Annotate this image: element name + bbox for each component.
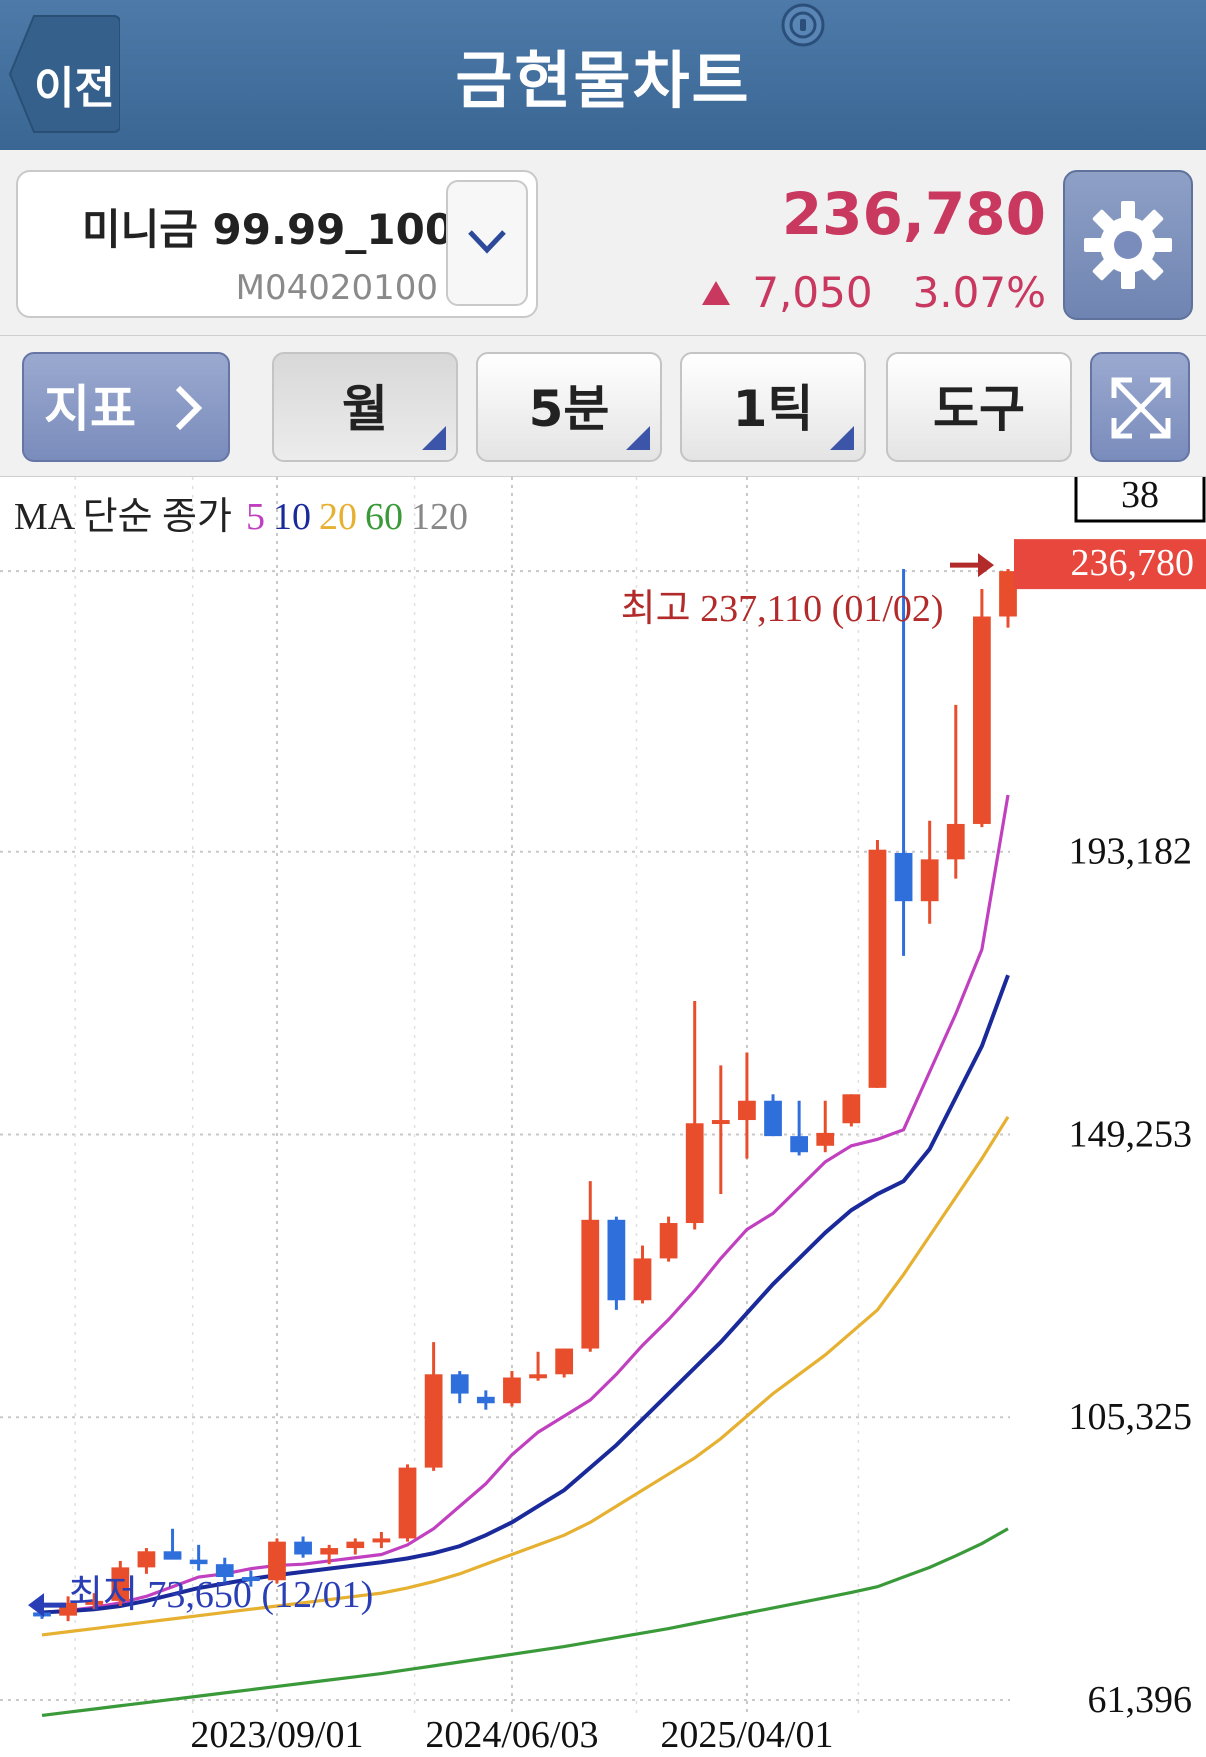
candle-body [685,1123,704,1224]
candle-body [711,1120,730,1125]
candle-count-label: 38 [1121,477,1159,516]
candle-body [764,1100,782,1137]
indicator-button[interactable]: 지표 [22,352,230,462]
page-title: 금현물차트 [455,44,751,117]
price-change-amount: 7,050 [752,268,873,317]
last-price-label: 236,780 [1071,542,1195,584]
ma-line-60 [41,1527,1009,1718]
price-change-percent: 3.07% [912,268,1046,317]
ma-legend-period[interactable]: 10 [272,496,311,538]
ma-line-20 [41,1115,1010,1637]
x-axis-tick-label: 2023/09/01 [190,1714,363,1756]
dropdown-corner-icon [830,426,854,450]
minute-interval-button[interactable]: 5분 [476,352,662,462]
y-axis-tick-label: 105,325 [1069,1396,1193,1438]
candle-body [842,1094,861,1124]
candle-body [633,1258,652,1301]
candle-body [398,1467,417,1539]
tools-button-label: 도구 [933,380,1025,438]
ma-line-10 [41,974,1010,1615]
candle-body [738,1100,756,1121]
candle-body [607,1219,626,1301]
high-arrow-head [978,553,994,578]
candle-body [476,1396,495,1404]
ma-line-5 [41,794,1010,1615]
back-button-label: 이전 [34,63,115,114]
y-axis-tick-label: 149,253 [1069,1114,1193,1156]
last-price-tag [1014,539,1206,590]
low-arrow-head [28,1593,44,1618]
product-selector[interactable]: 미니금 99.99_100g M04020100 [16,170,538,318]
product-dropdown-button[interactable] [446,180,528,306]
product-name: 미니금 99.99_100g [82,205,485,254]
y-axis-tick-label: 193,182 [1069,831,1193,873]
count-box [1074,477,1206,523]
candle-body [241,1577,260,1582]
price-change-row: 7,050 3.07% [702,268,1046,317]
candle-body [868,849,887,1088]
candle-body [215,1564,234,1578]
product-code: M04020100 [235,268,438,308]
candle-body [503,1377,521,1404]
x-axis-tick-label: 2025/04/01 [660,1714,833,1756]
candle-body [581,1219,600,1349]
candle-body [529,1374,547,1379]
ma-legend-period[interactable]: 60 [364,496,403,538]
y-axis-tick-label: 61,396 [1088,1679,1193,1721]
candle-body [424,1374,443,1468]
tick-interval-button[interactable]: 1틱 [680,352,866,462]
chevron-right-icon [175,385,202,431]
candle-body [189,1559,208,1565]
quote-bar: 미니금 99.99_100g M04020100 236,780 7,050 3.… [0,150,1206,336]
period-button-label: 월 [342,380,388,438]
chart-toolbar: 지표 월 5분 1틱 도구 [0,336,1206,477]
minute-button-label: 5분 [528,380,610,438]
candle-body [999,571,1017,617]
low-price-annotation: 최저 73,650 (12/01) [68,1574,373,1616]
candle-body [920,859,939,902]
ma-legend-period[interactable]: 20 [318,496,357,538]
candle-body [268,1541,286,1581]
ma-legend-title: MA 단순 종가 [14,496,232,538]
current-price: 236,780 [781,180,1046,248]
tick-button-label: 1틱 [732,380,814,438]
candle-body [816,1132,835,1146]
ma-legend-period[interactable]: 120 [410,496,468,538]
expand-icon [1111,377,1171,439]
candle-body [163,1551,182,1560]
candlestick-chart[interactable]: 193,182 149,253 105,325 61,396 2023/09/01 202… [0,477,1206,1757]
ma-legend-period[interactable]: 5 [245,496,265,538]
candle-body [659,1223,678,1259]
back-button[interactable]: 이전 [8,14,120,134]
candle-body [346,1541,365,1549]
gear-icon [1084,201,1172,289]
settings-button[interactable] [1063,170,1193,320]
candle-body [372,1538,391,1543]
candle-body [294,1541,312,1555]
scroll-indicator-icon [780,2,826,52]
fullscreen-button[interactable] [1090,352,1190,462]
candle-body [111,1567,130,1601]
candle-body [894,852,913,902]
candle-body [946,823,965,860]
candle-body [973,616,991,824]
indicator-button-label: 지표 [44,380,136,438]
chevron-down-icon [468,230,506,254]
candle-body [85,1600,104,1605]
candle-body [790,1136,809,1153]
tools-button[interactable]: 도구 [886,352,1072,462]
period-monthly-button[interactable]: 월 [272,352,458,462]
app-header: 이전 금현물차트 [0,0,1206,150]
candle-body [320,1548,339,1555]
candle-body [137,1551,156,1568]
x-axis-tick-label: 2024/06/03 [425,1714,598,1756]
candle-body [555,1348,574,1375]
up-arrow-icon [702,281,731,305]
ma-legend: MA 단순 종가 5 10 20 60 120 [14,485,484,540]
high-price-annotation: 최고 237,110 (01/02) [621,588,944,630]
dropdown-corner-icon [626,426,650,450]
candle-body [450,1374,469,1394]
dropdown-corner-icon [422,426,446,450]
